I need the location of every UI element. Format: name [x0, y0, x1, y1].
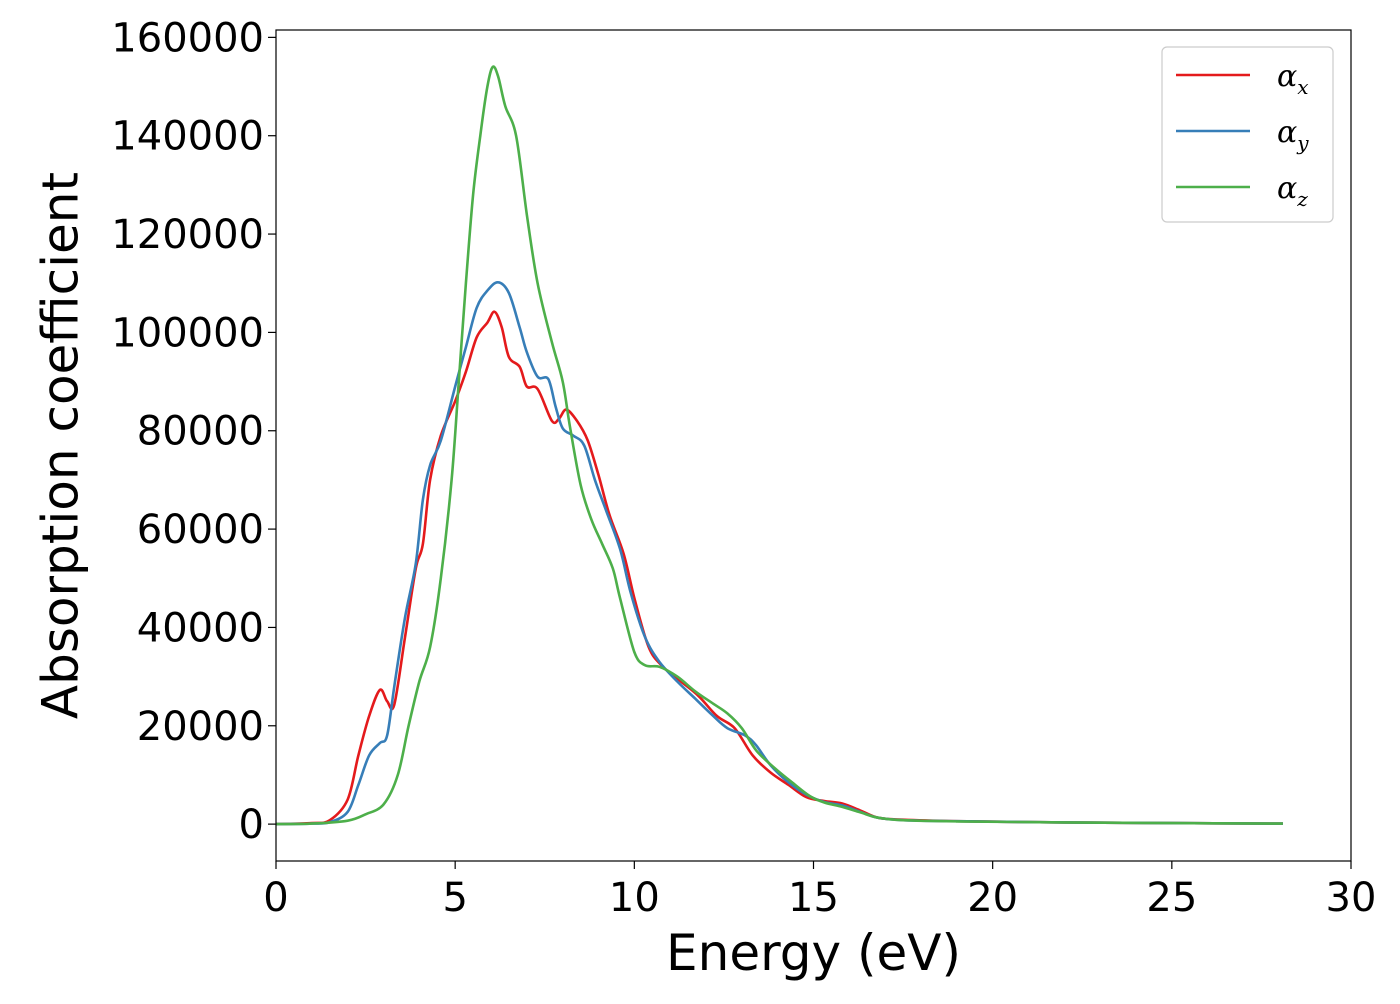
x-tick-label: 30	[1326, 875, 1377, 921]
y-tick-label: 160000	[111, 15, 264, 61]
series-line-x	[275, 310, 1283, 826]
x-tick-label: 5	[442, 875, 467, 921]
y-tick-label: 40000	[137, 605, 264, 651]
legend-symbol: α	[1277, 171, 1297, 206]
legend-subscript: z	[1296, 187, 1308, 211]
legend-box	[1161, 46, 1334, 223]
y-axis-ticks: 0 20000 40000 60000 80000 100000 120000 140000 1…	[111, 15, 276, 848]
legend-label-z: αz	[1277, 171, 1308, 211]
y-tick-label: 60000	[137, 507, 264, 553]
x-tick-label: 20	[967, 875, 1018, 921]
x-tick-label: 15	[788, 875, 839, 921]
legend-label-y: αy	[1277, 115, 1309, 155]
y-tick-label: 140000	[111, 114, 264, 160]
x-tick-label: 0	[263, 875, 288, 921]
x-axis-title: Energy (eV)	[666, 924, 961, 982]
x-tick-label: 10	[609, 875, 660, 921]
y-axis-title: Absorption coefficient	[32, 172, 90, 719]
y-tick-label: 120000	[111, 212, 264, 258]
x-axis-ticks: 0 5 10 15 20 25 30	[263, 861, 1376, 921]
series-line-y	[275, 280, 1283, 826]
y-tick-label: 20000	[137, 704, 264, 750]
legend-subscript: x	[1297, 75, 1308, 99]
plot-lines	[275, 65, 1283, 826]
y-tick-label: 100000	[111, 310, 264, 356]
legend-symbol: α	[1277, 59, 1297, 94]
y-tick-label: 0	[239, 802, 264, 848]
x-tick-label: 25	[1146, 875, 1197, 921]
legend-label-x: αx	[1277, 59, 1309, 99]
y-tick-label: 80000	[137, 409, 264, 455]
series-line-z	[275, 65, 1283, 826]
legend-symbol: α	[1277, 115, 1297, 150]
legend-subscript: y	[1296, 131, 1309, 155]
